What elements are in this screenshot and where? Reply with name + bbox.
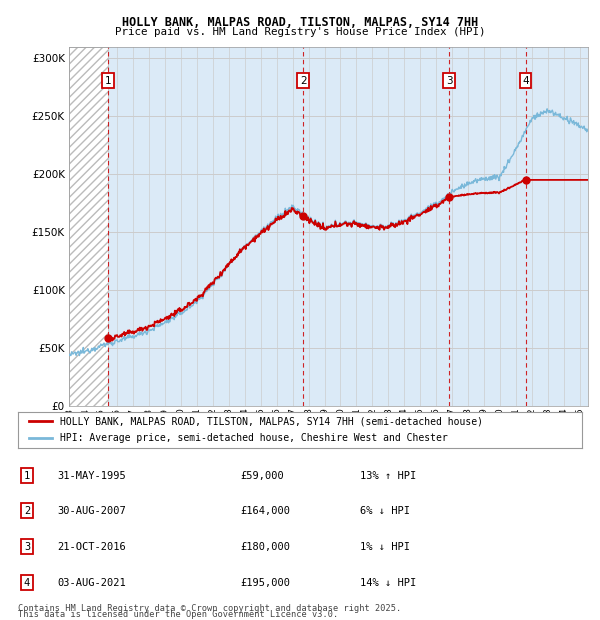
- Text: This data is licensed under the Open Government Licence v3.0.: This data is licensed under the Open Gov…: [18, 610, 338, 619]
- Text: 13% ↑ HPI: 13% ↑ HPI: [360, 471, 416, 480]
- Text: Contains HM Land Registry data © Crown copyright and database right 2025.: Contains HM Land Registry data © Crown c…: [18, 603, 401, 613]
- Text: 6% ↓ HPI: 6% ↓ HPI: [360, 506, 410, 516]
- Bar: [69, 46, 107, 406]
- Text: HPI: Average price, semi-detached house, Cheshire West and Chester: HPI: Average price, semi-detached house,…: [60, 433, 448, 443]
- Text: HOLLY BANK, MALPAS ROAD, TILSTON, MALPAS, SY14 7HH: HOLLY BANK, MALPAS ROAD, TILSTON, MALPAS…: [122, 16, 478, 29]
- Text: 1: 1: [104, 76, 111, 86]
- Text: 31-MAY-1995: 31-MAY-1995: [57, 471, 126, 480]
- Text: £164,000: £164,000: [240, 506, 290, 516]
- Text: 3: 3: [24, 542, 30, 552]
- Text: 3: 3: [446, 76, 452, 86]
- Text: £195,000: £195,000: [240, 578, 290, 588]
- Text: 2: 2: [24, 506, 30, 516]
- Text: 1: 1: [24, 471, 30, 480]
- Text: 1% ↓ HPI: 1% ↓ HPI: [360, 542, 410, 552]
- Text: 4: 4: [24, 578, 30, 588]
- Text: £180,000: £180,000: [240, 542, 290, 552]
- Text: 2: 2: [300, 76, 307, 86]
- Text: Price paid vs. HM Land Registry's House Price Index (HPI): Price paid vs. HM Land Registry's House …: [115, 27, 485, 37]
- Text: HOLLY BANK, MALPAS ROAD, TILSTON, MALPAS, SY14 7HH (semi-detached house): HOLLY BANK, MALPAS ROAD, TILSTON, MALPAS…: [60, 417, 484, 427]
- Text: 30-AUG-2007: 30-AUG-2007: [57, 506, 126, 516]
- Text: £59,000: £59,000: [240, 471, 284, 480]
- Text: 4: 4: [522, 76, 529, 86]
- Text: 14% ↓ HPI: 14% ↓ HPI: [360, 578, 416, 588]
- Text: 21-OCT-2016: 21-OCT-2016: [57, 542, 126, 552]
- Text: 03-AUG-2021: 03-AUG-2021: [57, 578, 126, 588]
